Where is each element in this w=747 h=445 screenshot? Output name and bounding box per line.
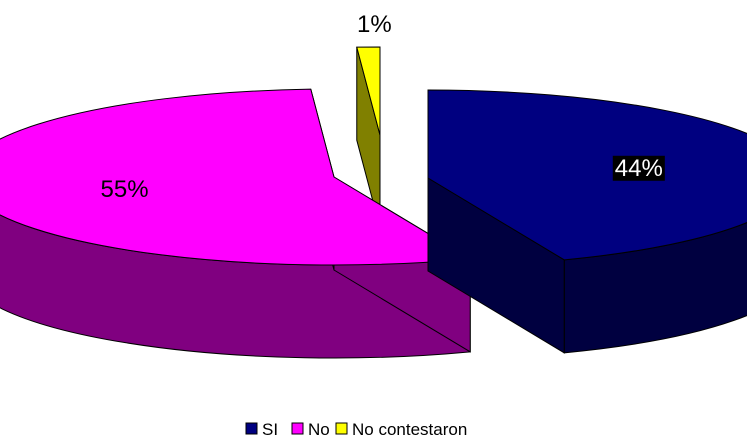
pie-slice-no	[0, 88, 472, 359]
pie-slice-top-no	[0, 88, 472, 266]
legend-swatch-no	[291, 422, 304, 435]
pie-slice-no-contestaron	[356, 46, 381, 229]
legend-label-no: No	[308, 420, 330, 439]
value-label-bg-si	[612, 155, 665, 181]
legend-swatch-si	[245, 422, 258, 435]
legend-item-no: No	[291, 420, 330, 439]
legend-item-si: SI	[245, 420, 278, 439]
legend-item-no-contestaron: No contestaron	[335, 420, 467, 439]
legend-swatch-no-contestaron	[335, 422, 348, 435]
pie-slice-top-no-contestaron	[356, 46, 381, 136]
slices-layer	[0, 46, 747, 359]
value-labels-layer: 44% 55% 1%	[101, 11, 665, 203]
value-label-no: 55%	[101, 176, 149, 203]
pie-slice-top-si	[427, 89, 747, 261]
legend: SI No No contestaron	[245, 420, 467, 439]
pie-slice-si	[427, 89, 747, 354]
value-label-no-contestaron: 1%	[357, 11, 392, 38]
value-label-si: 44%	[615, 155, 663, 182]
legend-label-no-contestaron: No contestaron	[352, 420, 467, 439]
legend-label-si: SI	[262, 420, 278, 439]
